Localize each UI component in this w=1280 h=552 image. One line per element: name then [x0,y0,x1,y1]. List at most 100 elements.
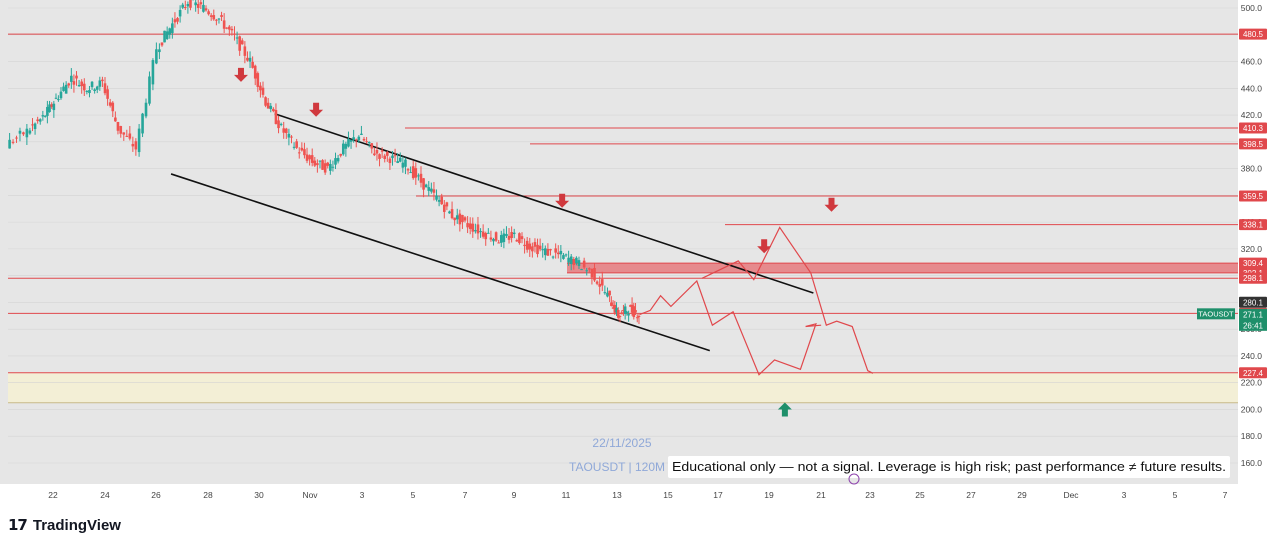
candle-body [396,161,399,163]
candle-body [510,232,513,238]
x-tick-label: 21 [816,490,826,500]
candle-body [373,153,376,156]
candle-body [88,90,91,94]
price-level-tag: 338.1 [1243,221,1264,230]
price-level-tag: 298.1 [1243,274,1264,283]
down-arrow-icon [555,193,570,208]
candle-body [11,141,15,143]
price-level-tag: 410.3 [1243,124,1264,133]
candle-body [627,314,630,316]
projection-path-upper [701,226,874,374]
candle-body [279,123,283,125]
candle-body [471,223,475,232]
candle-body [622,309,625,311]
candle-body [41,115,45,117]
candle-body [163,30,166,43]
y-tick-label: 440.0 [1241,83,1263,93]
candle-body [523,244,526,247]
candle-body [43,115,47,117]
watermark-symbol: TAOUSDT | 120M [569,460,665,474]
x-tick-label: 7 [463,490,468,500]
candle-body [593,267,596,281]
candle-body [292,146,296,148]
candle-body [551,256,555,258]
tradingview-logo-icon: 17 [8,516,28,534]
candle-body [466,223,469,228]
candle-body [533,242,537,247]
candle-body [85,91,89,93]
candle-body [181,4,185,8]
candle-body [365,141,368,143]
candle-body [48,104,51,113]
down-arrow-icon [233,67,248,82]
candle-body [251,61,254,68]
candle-body [610,302,613,306]
candle-body [546,248,550,256]
x-tick-label: 5 [411,490,416,500]
candle-body [424,184,428,188]
candle-body [432,189,436,193]
x-tick-label: 22 [48,490,58,500]
candle-body [248,57,252,62]
candle-body [171,23,174,34]
y-tick-label: 180.0 [1241,431,1263,441]
price-level-tag: 480.5 [1243,30,1264,39]
candle-body [541,249,545,251]
candle-body [388,158,392,164]
lightning-event-icon[interactable] [848,473,860,485]
candle-body [598,283,601,287]
price-level-tag-bg [1239,138,1267,150]
candle-body [160,42,164,46]
candle-body [499,235,503,243]
candle-body [611,307,615,309]
price-level-tag-bg [1239,122,1267,134]
candle-body [266,102,270,109]
candle-body [370,143,374,149]
candle-body [360,133,363,135]
candle-body [588,268,591,270]
price-level-tag: 359.5 [1243,192,1264,201]
candle-body [411,166,415,179]
candle-body [264,97,267,106]
candle-body [536,244,539,255]
candle-body [445,202,449,207]
candle-body [176,18,179,22]
candle-body [212,15,216,20]
candle-body [90,81,94,88]
candle-body [375,149,379,154]
candle-body [585,270,589,272]
candle-body [151,60,155,85]
price-level-tag-bg [1239,257,1267,269]
candle-body [502,233,506,243]
candle-body [458,213,462,225]
projection-path-lower [639,279,822,376]
candle-body [344,143,348,149]
candle-body [256,73,260,87]
candle-body [378,154,381,159]
tradingview-logo[interactable]: 17 TradingView [8,516,121,534]
down-arrow-icon [824,197,839,212]
candle-body [290,136,293,138]
candle-body [616,309,620,318]
channel-upper-line[interactable] [274,112,814,294]
tradingview-logo-text: TradingView [32,516,121,534]
candle-body [272,108,275,112]
candle-body [567,257,570,263]
x-tick-label: 30 [254,490,264,500]
candle-body [528,243,532,250]
candle-body [623,306,627,314]
candle-body [194,2,197,6]
candle-body [287,133,291,138]
candle-body [108,102,112,106]
candle-body [52,103,56,111]
candle-body [630,304,634,313]
candle-body [282,128,286,133]
candle-body [367,142,371,144]
candle-body [295,141,298,148]
candle-body [487,232,490,234]
candle-body [339,153,342,156]
candle-body [57,99,60,101]
candle-body [165,31,169,40]
